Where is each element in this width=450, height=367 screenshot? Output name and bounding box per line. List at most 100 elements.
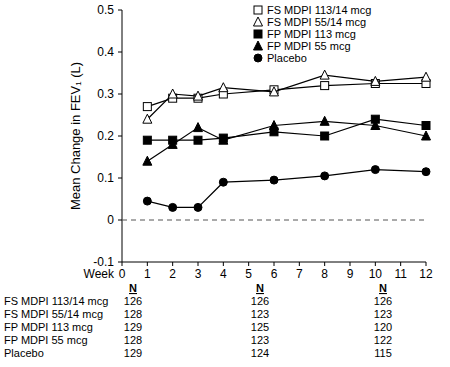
table-row-label: FP MDPI 113 mcg bbox=[4, 321, 93, 333]
y-tick-label: 0.4 bbox=[97, 45, 114, 59]
table-header: N bbox=[379, 282, 387, 294]
x-tick bbox=[400, 262, 401, 266]
table-cell: 123 bbox=[251, 334, 269, 346]
data-point bbox=[194, 203, 202, 211]
x-tick-label: 9 bbox=[347, 267, 354, 281]
x-tick bbox=[299, 262, 300, 266]
legend: FS MDPI 113/14 mcgFS MDPI 55/14 mcgFP MD… bbox=[254, 4, 372, 64]
series-line bbox=[147, 170, 426, 208]
table-header: N bbox=[129, 282, 137, 294]
x-tick-label: 10 bbox=[369, 267, 383, 281]
y-tick bbox=[118, 136, 122, 137]
data-point bbox=[320, 116, 329, 125]
x-tick-label: 2 bbox=[169, 267, 176, 281]
data-point bbox=[371, 166, 379, 174]
data-point bbox=[270, 121, 279, 130]
x-tick-label: 11 bbox=[394, 267, 407, 281]
data-point bbox=[143, 114, 152, 123]
data-point bbox=[321, 172, 329, 180]
y-tick-label: 0 bbox=[107, 213, 114, 227]
table-cell: 126 bbox=[124, 295, 142, 307]
table-header: N bbox=[256, 282, 264, 294]
y-tick-label: 0.5 bbox=[97, 3, 114, 17]
series-line bbox=[147, 75, 426, 119]
x-tick-label: 5 bbox=[245, 267, 252, 281]
data-point bbox=[270, 87, 279, 96]
data-point bbox=[219, 135, 228, 144]
data-point bbox=[168, 89, 177, 98]
data-point bbox=[422, 122, 430, 130]
legend-marker bbox=[254, 30, 262, 38]
y-tick bbox=[118, 262, 122, 263]
legend-marker bbox=[254, 41, 263, 50]
table-cell: 123 bbox=[251, 308, 269, 320]
table-row-label: FS MDPI 55/14 mcg bbox=[4, 308, 103, 320]
x-tick bbox=[375, 262, 376, 266]
table-cell: 122 bbox=[374, 334, 392, 346]
table-cell: 124 bbox=[251, 347, 269, 359]
x-tick-label: 4 bbox=[220, 267, 227, 281]
legend-marker bbox=[254, 54, 262, 62]
table-cell: 115 bbox=[374, 347, 392, 359]
data-point bbox=[143, 103, 151, 111]
data-point bbox=[143, 136, 151, 144]
legend-marker bbox=[254, 17, 263, 26]
x-tick bbox=[350, 262, 351, 266]
table-row-label: FP MDPI 55 mcg bbox=[4, 334, 88, 346]
table-cell: 128 bbox=[124, 334, 142, 346]
data-point bbox=[422, 168, 430, 176]
table-row-label: FS MDPI 113/14 mcg bbox=[4, 295, 108, 307]
data-point bbox=[194, 136, 202, 144]
x-tick bbox=[248, 262, 249, 266]
data-point bbox=[270, 176, 278, 184]
x-tick-label: 7 bbox=[296, 267, 303, 281]
table-cell: 125 bbox=[251, 321, 269, 333]
series-line bbox=[147, 119, 426, 140]
x-tick bbox=[223, 262, 224, 266]
table-cell: 128 bbox=[124, 308, 142, 320]
series-line bbox=[147, 121, 426, 161]
y-tick bbox=[118, 178, 122, 179]
data-point bbox=[371, 76, 380, 85]
x-tick bbox=[122, 262, 123, 266]
y-tick bbox=[118, 220, 122, 221]
y-tick bbox=[118, 10, 122, 11]
x-tick bbox=[274, 262, 275, 266]
data-point bbox=[143, 156, 152, 165]
y-tick-label: 0.3 bbox=[97, 87, 114, 101]
x-tick bbox=[198, 262, 199, 266]
chart: -0.100.10.20.30.40.50123456789101112Week… bbox=[0, 0, 450, 367]
data-point bbox=[320, 70, 329, 79]
legend-label: FS MDPI 55/14 mcg bbox=[267, 16, 366, 28]
x-axis-label: Week bbox=[84, 267, 115, 281]
x-tick-label: 3 bbox=[195, 267, 202, 281]
data-point bbox=[169, 203, 177, 211]
x-tick-label: 0 bbox=[119, 267, 126, 281]
y-axis-label: Mean Change in FEV₁ (L) bbox=[68, 62, 83, 210]
x-tick bbox=[324, 262, 325, 266]
reference-line bbox=[122, 220, 426, 221]
table-cell: 120 bbox=[374, 321, 392, 333]
legend-label: Placebo bbox=[267, 52, 307, 64]
y-tick-label: 0.2 bbox=[97, 129, 114, 143]
table-cell: 126 bbox=[374, 295, 392, 307]
table-cell: 126 bbox=[251, 295, 269, 307]
x-tick-label: 6 bbox=[271, 267, 278, 281]
legend-marker bbox=[254, 6, 262, 14]
x-tick-label: 1 bbox=[144, 267, 151, 281]
data-point bbox=[321, 132, 329, 140]
table-cell: 123 bbox=[374, 308, 392, 320]
table-row-label: Placebo bbox=[4, 347, 44, 359]
x-tick-label: 8 bbox=[321, 267, 328, 281]
y-tick-label: 0.1 bbox=[97, 171, 114, 185]
x-tick bbox=[172, 262, 173, 266]
x-tick-label: 12 bbox=[419, 267, 433, 281]
data-point bbox=[321, 82, 329, 90]
data-point bbox=[194, 123, 203, 132]
data-point bbox=[371, 121, 380, 130]
x-tick bbox=[426, 262, 427, 266]
legend-label: FP MDPI 113 mcg bbox=[267, 28, 356, 40]
x-tick bbox=[147, 262, 148, 266]
data-point bbox=[422, 131, 431, 140]
legend-label: FP MDPI 55 mcg bbox=[267, 40, 351, 52]
